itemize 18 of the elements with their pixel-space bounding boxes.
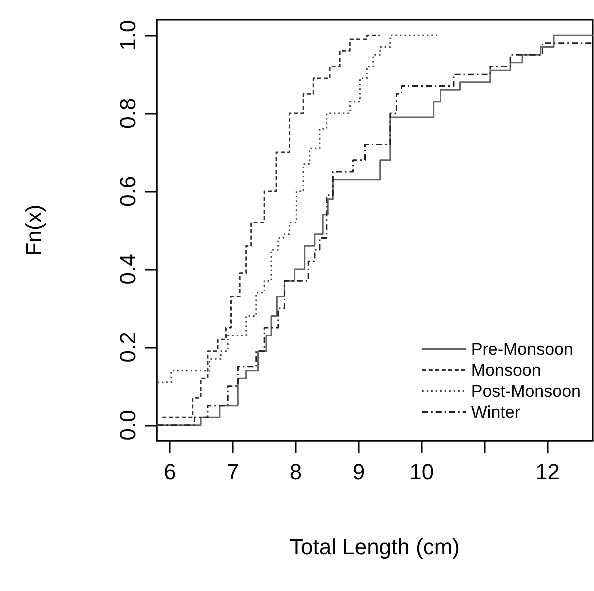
x-axis-title: Total Length (cm) [290, 534, 460, 560]
x-tick-label: 9 [352, 460, 366, 484]
y-tick-label: 0.4 [116, 254, 140, 285]
y-tick-label: 0.2 [116, 332, 140, 363]
y-tick-label: 0.8 [116, 98, 140, 129]
legend-label: Post-Monsoon [471, 382, 582, 401]
x-tick-label: 8 [290, 460, 302, 484]
legend-label: Monsoon [471, 361, 542, 380]
x-tick-label: 7 [227, 460, 240, 484]
x-tick-label: 10 [410, 460, 434, 484]
y-axis-title: Fn(x) [22, 204, 46, 256]
legend-label: Pre-Monsoon [471, 340, 574, 359]
x-tick-label: 6 [164, 460, 176, 484]
legend-label: Winter [471, 403, 521, 422]
y-tick-label: 1.0 [116, 20, 140, 51]
x-tick-label: 12 [535, 460, 560, 484]
y-tick-label: 0.0 [116, 410, 140, 441]
y-tick-label: 0.6 [116, 176, 140, 207]
